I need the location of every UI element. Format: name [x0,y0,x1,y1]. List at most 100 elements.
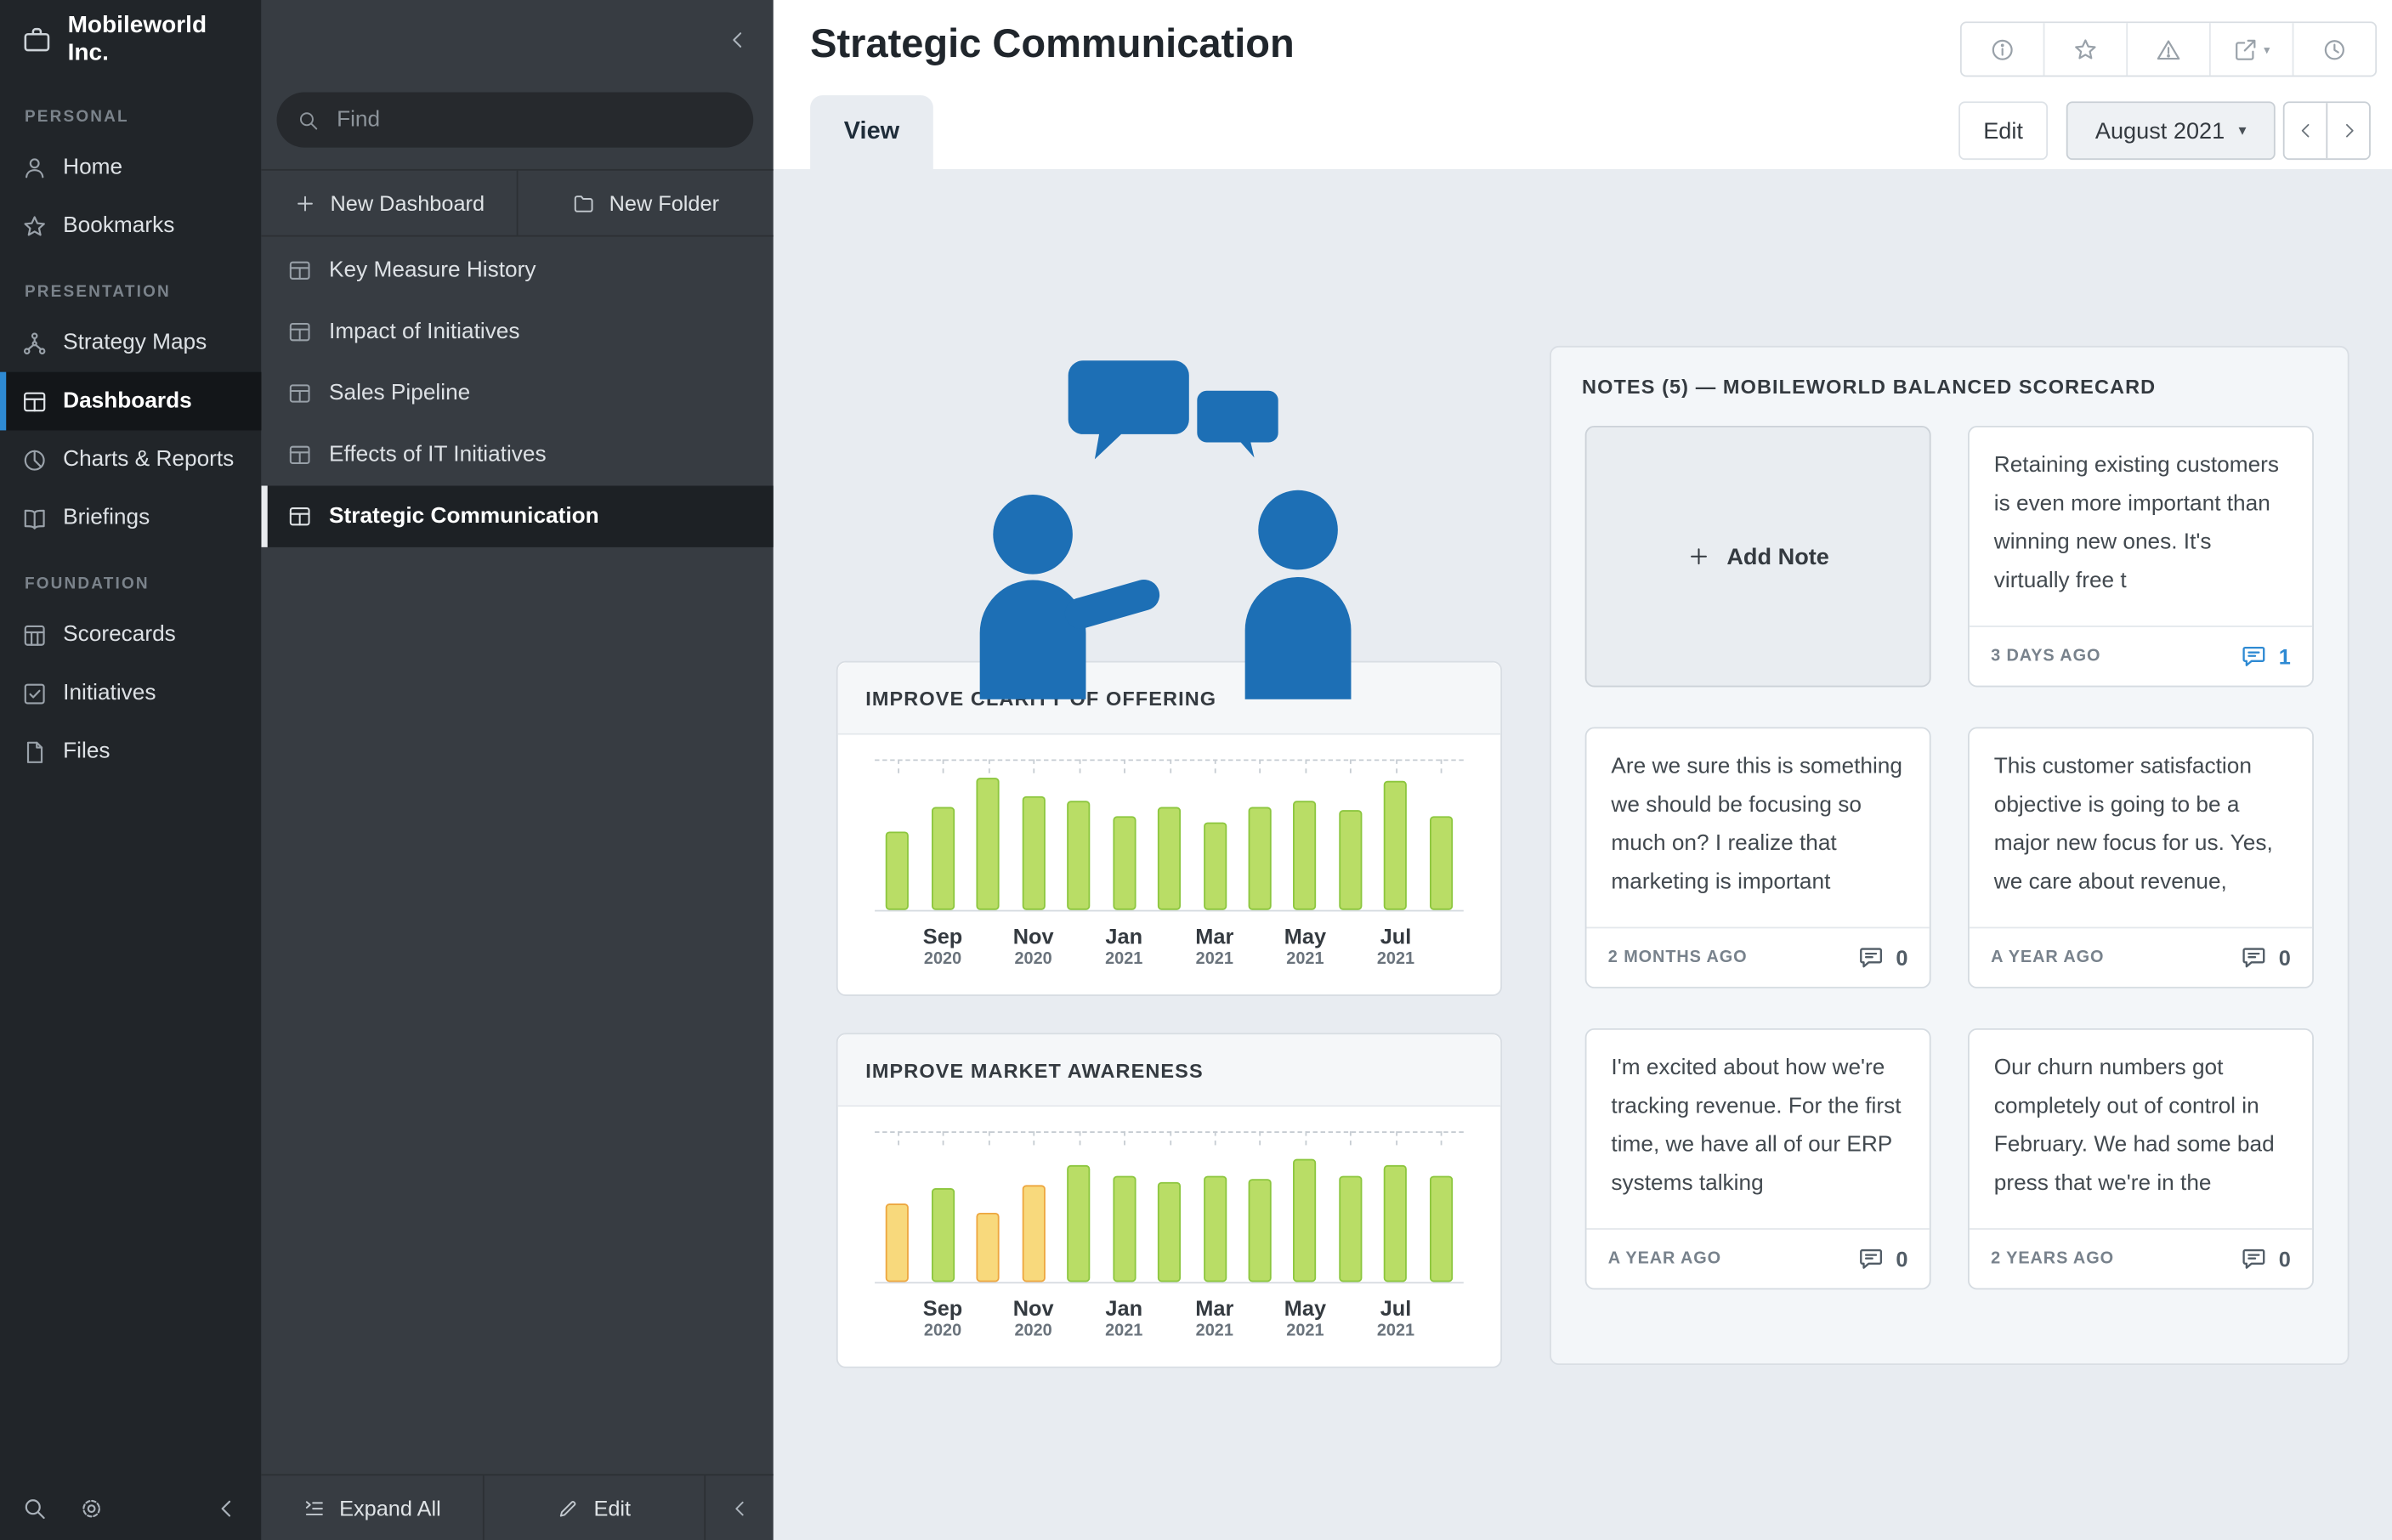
chevron-left-icon [2294,120,2315,141]
bar-slot [966,1131,1011,1282]
bar-slot [1237,759,1282,910]
bar [886,831,910,910]
note-comments[interactable]: 0 [1857,943,1907,971]
dashboard-icon [21,388,48,415]
main-area: Strategic Communication ▾ [773,0,2392,1540]
comment-count: 0 [1896,1246,1908,1271]
bar [886,1203,910,1282]
note-timestamp: A YEAR AGO [1991,948,2105,967]
bar-slot [1147,759,1192,910]
bar [1339,810,1363,910]
sidebar-item-home[interactable]: Home [0,139,261,197]
dashboard-item-key-measure-history[interactable]: Key Measure History [261,240,773,301]
bar-slot [1192,759,1237,910]
bar-slot [1419,759,1464,910]
kpi-card-improve-market-awareness[interactable]: IMPROVE MARKET AWARENESS Sep 2020 Nov 2020 J… [836,1033,1503,1368]
check-square-icon [21,680,48,706]
note-footer: A YEAR AGO 0 [1586,1228,1930,1288]
tab-view[interactable]: View [810,95,933,169]
x-axis-label-slot [1056,924,1101,973]
sidebar-item-files[interactable]: Files [0,722,261,781]
note-card[interactable]: I'm excited about how we're tracking rev… [1584,1028,1931,1290]
next-period-button[interactable] [2326,103,2369,159]
new-dashboard-button[interactable]: New Dashboard [261,171,516,235]
x-axis-label-slot [1056,1296,1101,1345]
x-axis-label-slot [966,1296,1011,1345]
export-button[interactable]: ▾ [2208,23,2293,76]
history-button[interactable] [2292,23,2376,76]
note-timestamp: 3 DAYS AGO [1991,647,2101,666]
find-box[interactable] [276,92,754,148]
dashboard-icon [287,504,312,529]
expand-all-label: Expand All [339,1495,441,1520]
note-text: Our churn numbers got completely out of … [1993,1056,2275,1197]
sidebar-item-strategy-maps[interactable]: Strategy Maps [0,314,261,372]
x-axis-label-slot [1237,924,1282,973]
x-axis-label-slot: May 2021 [1284,1295,1327,1341]
primary-sidebar: Mobileworld Inc. PERSONAL Home Bookmarks… [0,0,262,1540]
dashboard-item-impact-of-initiatives[interactable]: Impact of Initiatives [261,301,773,362]
note-text: This customer satisfaction objective is … [1993,755,2273,895]
search-icon[interactable] [21,1495,48,1521]
collapse-panel-button[interactable] [715,17,761,63]
collapse-sidebar-icon[interactable] [213,1495,240,1521]
sidebar-item-dashboards[interactable]: Dashboards [0,371,262,431]
period-dropdown[interactable]: August 2021 ▾ [2066,101,2276,161]
edit-list-button[interactable]: Edit [481,1475,704,1540]
previous-period-button[interactable] [2285,103,2327,158]
comment-count: 0 [2278,945,2291,971]
note-card[interactable]: This customer satisfaction objective is … [1968,727,2314,988]
bar [1022,1185,1046,1282]
note-comments[interactable]: 0 [1857,1245,1907,1273]
caret-down-icon: ▾ [2238,122,2247,139]
note-footer: 2 YEARS AGO 0 [1969,1228,2313,1288]
info-button[interactable] [1962,23,2043,75]
note-comments[interactable]: 1 [2240,643,2291,671]
sidebar-footer [0,1475,261,1540]
edit-list-label: Edit [593,1495,632,1520]
find-input[interactable] [333,105,734,134]
bar [1112,1176,1136,1282]
bar-slot [966,759,1011,910]
x-axis-label-slot [1419,924,1464,973]
x-axis-label-slot [1328,924,1373,973]
x-axis-label-slot: Sep 2020 [922,923,963,969]
comment-icon [1857,1245,1885,1273]
dashboard-item-sales-pipeline[interactable]: Sales Pipeline [261,363,773,424]
gear-icon[interactable] [78,1495,105,1521]
bar-slot [1147,1131,1192,1282]
x-axis-label-slot: Jul 2021 [1376,1295,1415,1341]
plus-icon [1686,544,1711,569]
sidebar-item-label: Bookmarks [63,213,175,239]
sidebar-item-charts-reports[interactable]: Charts & Reports [0,430,261,489]
period-pager [2282,101,2371,161]
chevron-left-icon [726,28,751,53]
note-comments[interactable]: 0 [2240,943,2291,971]
bar [931,1188,955,1282]
x-axis-label-slot: Mar 2021 [1195,923,1234,969]
sidebar-item-briefings[interactable]: Briefings [0,489,261,547]
sidebar-item-bookmarks[interactable]: Bookmarks [0,197,261,256]
bar-slot [1328,759,1373,910]
kpi-card-improve-clarity[interactable]: IMPROVE CLARITY OF OFFERING Sep2020Nov20… [836,660,1503,996]
collapse-explorer-button[interactable] [704,1475,773,1540]
edit-dashboard-button[interactable]: Edit [1958,101,2049,161]
note-card[interactable]: Our churn numbers got completely out of … [1968,1028,2314,1290]
dashboard-item-label: Key Measure History [329,258,536,283]
dashboard-item-strategic-communication[interactable]: Strategic Communication [261,485,774,547]
sidebar-item-scorecards[interactable]: Scorecards [0,606,261,665]
x-axis-label-slot [966,924,1011,973]
alerts-button[interactable] [2126,23,2209,76]
x-axis-labels: Sep 2020 Nov 2020 Jan 2021 Mar 2021 May 2021 Jul 20… [875,1296,1464,1345]
note-card[interactable]: Are we sure this is something we should … [1584,727,1931,988]
note-comments[interactable]: 0 [2240,1245,2291,1273]
sidebar-item-initiatives[interactable]: Initiatives [0,664,261,722]
favorite-button[interactable] [2043,23,2127,76]
company-logo[interactable]: Mobileworld Inc. [0,0,261,80]
add-note-button[interactable]: Add Note [1584,425,1931,688]
note-card[interactable]: Retaining existing customers is even mor… [1968,425,2314,688]
strategy-map-icon [21,330,48,356]
expand-all-button[interactable]: Expand All [261,1475,482,1540]
new-folder-button[interactable]: New Folder [516,170,774,235]
dashboard-item-effects-of-it-initiatives[interactable]: Effects of IT Initiatives [261,424,773,485]
